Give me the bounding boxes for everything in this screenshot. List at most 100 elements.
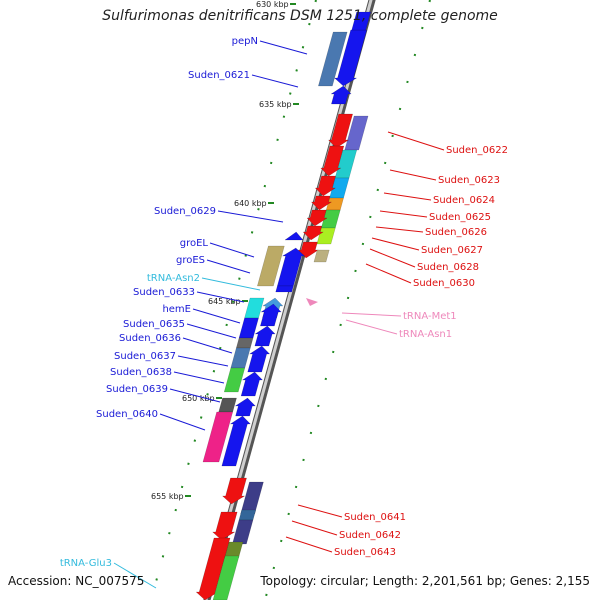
leader-line: [182, 337, 233, 354]
gene-label-right: Suden_0641: [344, 512, 406, 523]
leader-line: [206, 259, 251, 274]
gene-label-right: Suden_0622: [446, 145, 508, 156]
leader-line: [375, 226, 424, 233]
tick-label: 635 kbp: [259, 100, 292, 109]
gene-label-left: Suden_0635: [123, 319, 185, 330]
gene-arrow-suden-0640: [221, 415, 251, 467]
gene-label-right: Suden_0623: [438, 175, 500, 186]
cog-block: [235, 337, 254, 349]
gene-label-left: Suden_0621: [188, 70, 250, 81]
gene-label-right: Suden_0627: [421, 245, 483, 256]
gene-arrow-suden-0625: [310, 195, 333, 211]
gene-label-left: Suden_0636: [119, 333, 181, 344]
leader-line: [383, 192, 432, 201]
gene-label-right: Suden_0630: [413, 278, 475, 289]
gene-label-right: Suden_0625: [429, 212, 491, 223]
tick-label: 650 kbp: [182, 394, 215, 403]
gene-label-left: groES: [176, 255, 205, 266]
leader-line: [201, 277, 261, 291]
leader-line: [217, 210, 284, 223]
gene-arrow-suden-0643: [195, 537, 231, 600]
cog-block: [238, 317, 259, 339]
gene-label-left: Suden_0633: [133, 287, 195, 298]
gene-arrow-suden-0627: [302, 225, 325, 241]
gene-arrow-suden-0635: [247, 345, 271, 373]
cog-block: [230, 347, 251, 369]
gene-block-groes: [275, 285, 294, 293]
tick-label: 645 kbp: [208, 297, 241, 306]
tick-label: 655 kbp: [151, 492, 184, 501]
gene-arrow-suden-0641: [221, 477, 247, 505]
leader-line: [285, 536, 333, 553]
accession-label: Accession: NC_007575: [8, 574, 145, 588]
gene-label-right: tRNA-Asn1: [399, 329, 452, 340]
cog-block: [223, 367, 246, 393]
leader-line: [341, 312, 402, 317]
gene-label-left: tRNA-Glu3: [60, 558, 112, 569]
leader-line: [196, 291, 245, 303]
gene-label-left: Suden_0640: [96, 409, 158, 420]
cog-block: [238, 509, 257, 521]
gene-label-right: Suden_0624: [433, 195, 495, 206]
leader-line: [369, 248, 416, 268]
leader-line: [159, 413, 206, 431]
cog-block: [232, 519, 254, 545]
leader-line: [291, 520, 338, 536]
gene-label-left: Suden_0638: [110, 367, 172, 378]
leader-line: [192, 308, 241, 324]
gene-arrow-hemE: [254, 325, 276, 347]
gene-arrow-suden-0626: [306, 209, 328, 227]
gene-label-right: Suden_0642: [339, 530, 401, 541]
genome-summary: Topology: circular; Length: 2,201,561 bp…: [260, 574, 590, 588]
gene-block: [351, 11, 372, 31]
gene-arrow-suden-0642: [212, 511, 238, 541]
gene-arrow-suden-0629: [284, 231, 304, 241]
gene-label-left: tRNA-Asn2: [147, 273, 200, 284]
leader-line: [379, 210, 428, 218]
leader-line: [259, 40, 308, 55]
trna-met1-mark: [306, 298, 318, 306]
cog-block: [318, 31, 348, 87]
gene-label-right: Suden_0626: [425, 227, 487, 238]
gene-arrow-suden-0622: [327, 113, 353, 149]
leader-line: [345, 319, 398, 335]
gene-arrow-suden-0628: [297, 241, 320, 259]
leader-line: [389, 169, 437, 181]
gene-arrow-suden-0623: [320, 145, 345, 177]
leader-line: [209, 242, 255, 258]
gene-label-right: tRNA-Met1: [403, 311, 457, 322]
gene-arrow-suden-0637: [240, 371, 264, 397]
leader-line: [387, 131, 445, 151]
gene-label-left: groEL: [180, 238, 209, 249]
gene-arrow-suden-0639: [234, 397, 256, 417]
leader-line: [177, 355, 229, 367]
leader-line: [365, 263, 412, 284]
gene-label-left: hemE: [162, 304, 191, 315]
cog-block: [218, 397, 237, 413]
gene-label-right: Suden_0643: [334, 547, 396, 558]
cog-block: [344, 115, 369, 151]
cog-block: [257, 245, 285, 287]
tick-label: 640 kbp: [234, 199, 267, 208]
gene-label-left: Suden_0629: [154, 206, 216, 217]
gene-arrow-suden-0621: [330, 85, 352, 105]
cog-block: [313, 249, 330, 263]
tick-label: 630 kbp: [256, 0, 289, 9]
cog-block: [212, 555, 240, 600]
leader-line: [186, 323, 237, 339]
leader-line: [251, 74, 299, 88]
gene-arrow-pepN: [333, 29, 368, 87]
gene-label-left: pepN: [232, 36, 258, 47]
map-title: Sulfurimonas denitrificans DSM 1251, com…: [102, 8, 498, 24]
leader-line: [297, 504, 343, 518]
leader-line: [169, 388, 221, 403]
leader-line: [173, 371, 225, 384]
gene-arrow-suden-0624: [314, 175, 337, 197]
cog-block: [202, 411, 234, 463]
leader-line: [371, 237, 420, 251]
gene-label-left: Suden_0639: [106, 384, 168, 395]
gene-label-left: Suden_0637: [114, 351, 176, 362]
gene-label-right: Suden_0628: [417, 262, 479, 273]
leader-line: [113, 562, 157, 589]
